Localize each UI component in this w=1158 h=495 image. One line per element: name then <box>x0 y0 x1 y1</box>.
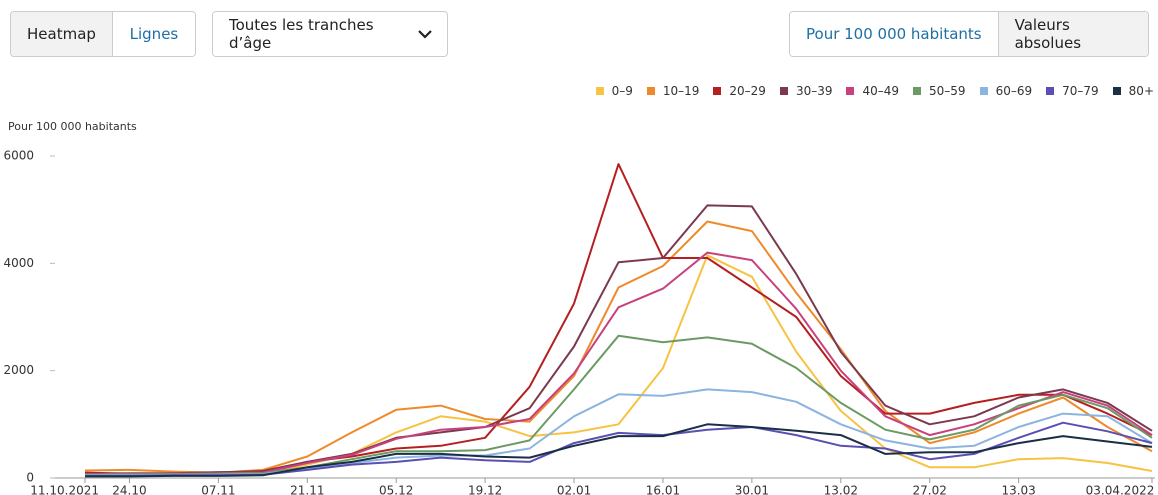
x-tick-label: 03.04.2022 <box>1086 484 1155 495</box>
legend-item[interactable]: 30–39 <box>779 84 833 98</box>
y-axis-label: Pour 100 000 habitants <box>8 120 137 133</box>
legend-swatch <box>913 87 922 95</box>
y-tick-label: 2000 <box>3 363 34 377</box>
series-line <box>84 220 1153 474</box>
legend-label: 50–59 <box>929 84 966 98</box>
legend-item[interactable]: 60–69 <box>979 84 1033 98</box>
legend-swatch <box>646 87 655 95</box>
series-line <box>85 423 1153 478</box>
x-tick-label: 05.12 <box>379 484 413 495</box>
legend-label: 10–19 <box>662 84 700 98</box>
x-tick-label: 13.03 <box>1001 484 1035 495</box>
y-tick-label: 6000 <box>3 149 34 163</box>
legend: 0–9 10–19 20–29 30–39 40–49 50–59 60–69 70–79 80… <box>595 84 1154 98</box>
x-tick-label: 21.11 <box>290 484 324 495</box>
legend-item[interactable]: 10–19 <box>646 84 700 98</box>
legend-swatch <box>713 87 722 95</box>
unit-button[interactable]: Pour 100 000 habitants <box>790 12 998 56</box>
legend-label: 80+ <box>1128 84 1154 98</box>
legend-label: 20–29 <box>729 84 766 98</box>
legend-swatch <box>595 87 604 95</box>
y-tick-label: 0 <box>26 471 34 485</box>
legend-swatch <box>1112 87 1121 95</box>
x-tick-label: 19.12 <box>468 484 502 495</box>
series-line <box>84 251 1153 476</box>
unit-toggle: Pour 100 000 habitants Valeurs absolues <box>789 11 1149 57</box>
legend-item[interactable]: 70–79 <box>1046 84 1099 98</box>
view-button[interactable]: Lignes <box>111 12 195 56</box>
legend-swatch <box>779 87 788 95</box>
legend-item[interactable]: 50–59 <box>913 84 966 98</box>
age-select-text: Toutes les tranches d’âge <box>213 12 417 56</box>
x-tick-label: 30.01 <box>735 484 769 495</box>
legend-label: 0–9 <box>611 84 633 98</box>
x-tick-label: 13.02 <box>824 484 858 495</box>
legend-label: 70–79 <box>1062 84 1099 98</box>
legend-swatch <box>846 87 855 95</box>
legend-item[interactable]: 0–9 <box>595 84 633 98</box>
chevron <box>418 30 432 39</box>
x-tick-label: 27.02 <box>913 484 947 495</box>
x-tick-label: 02.01 <box>557 484 591 495</box>
legend-swatch <box>1046 87 1055 95</box>
x-tick-label: 16.01 <box>646 484 680 495</box>
x-tick-label: 07.11 <box>201 484 235 495</box>
legend-swatch <box>979 87 988 95</box>
series-line <box>84 163 1153 475</box>
legend-label: 30–39 <box>795 84 833 98</box>
view-toggle: Heatmap Lignes <box>10 11 196 57</box>
legend-item[interactable]: 20–29 <box>713 84 766 98</box>
legend-item[interactable]: 80+ <box>1112 84 1154 98</box>
age-select[interactable]: Toutes les tranches d’âge <box>212 11 448 57</box>
unit-button[interactable]: Valeurs absolues <box>997 12 1148 56</box>
x-tick-label: 24.10 <box>112 484 146 495</box>
legend-label: 60–69 <box>995 84 1033 98</box>
x-tick-label: 11.10.2021 <box>30 484 99 495</box>
series-line <box>84 334 1153 476</box>
legend-label: 40–49 <box>862 84 900 98</box>
legend-item[interactable]: 40–49 <box>846 84 899 98</box>
view-button[interactable]: Heatmap <box>11 12 112 56</box>
y-tick-label: 4000 <box>3 256 34 270</box>
